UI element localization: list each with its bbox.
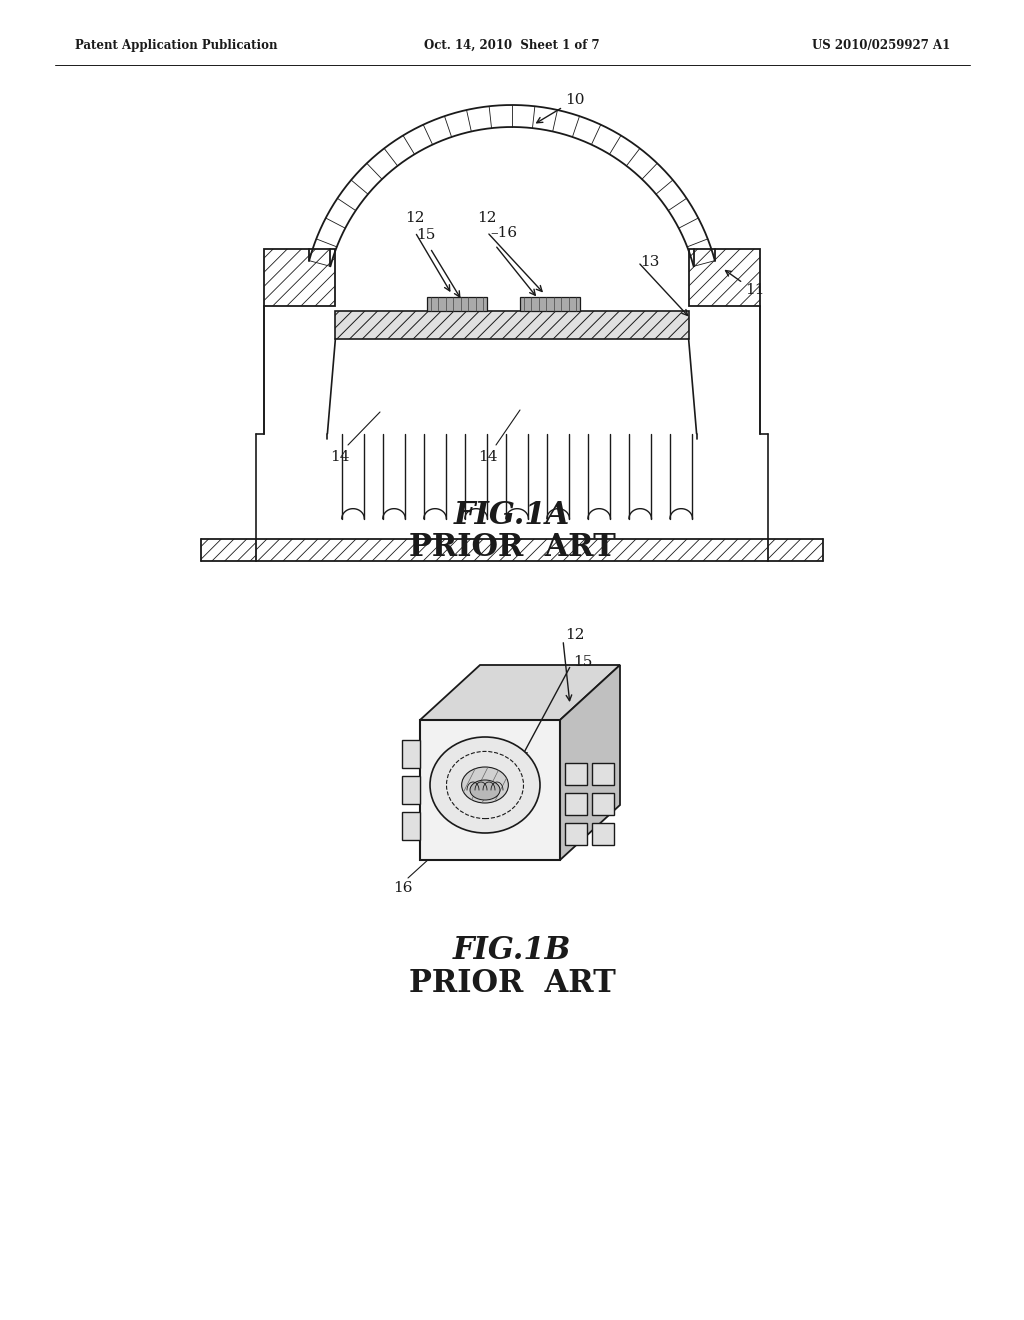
Text: Patent Application Publication: Patent Application Publication — [75, 38, 278, 51]
Text: 10: 10 — [565, 92, 585, 107]
Polygon shape — [402, 741, 420, 768]
Polygon shape — [420, 719, 560, 861]
Text: 11: 11 — [745, 282, 765, 297]
Ellipse shape — [430, 737, 540, 833]
Text: 14: 14 — [478, 450, 498, 465]
Text: US 2010/0259927 A1: US 2010/0259927 A1 — [812, 38, 950, 51]
Polygon shape — [420, 665, 620, 719]
Polygon shape — [592, 763, 614, 785]
Text: FIG.1A: FIG.1A — [454, 500, 570, 531]
Polygon shape — [520, 297, 580, 310]
Text: 12: 12 — [477, 211, 497, 224]
Text: 14: 14 — [331, 450, 350, 465]
Polygon shape — [427, 297, 487, 310]
Text: 16: 16 — [393, 880, 413, 895]
Polygon shape — [592, 793, 614, 814]
Ellipse shape — [470, 780, 500, 800]
Text: PRIOR  ART: PRIOR ART — [409, 968, 615, 999]
Polygon shape — [565, 822, 587, 845]
Polygon shape — [402, 776, 420, 804]
Text: 13: 13 — [640, 255, 659, 269]
Text: Oct. 14, 2010  Sheet 1 of 7: Oct. 14, 2010 Sheet 1 of 7 — [424, 38, 600, 51]
Text: 15: 15 — [573, 655, 592, 669]
Text: 12: 12 — [565, 628, 585, 642]
Text: –16: –16 — [490, 226, 517, 240]
Text: 12: 12 — [406, 211, 425, 224]
Polygon shape — [565, 763, 587, 785]
Polygon shape — [336, 310, 688, 339]
Polygon shape — [560, 665, 620, 861]
Polygon shape — [402, 812, 420, 840]
Text: PRIOR  ART: PRIOR ART — [409, 532, 615, 564]
Ellipse shape — [462, 767, 508, 803]
Text: FIG.1B: FIG.1B — [453, 935, 571, 966]
Polygon shape — [565, 793, 587, 814]
Polygon shape — [592, 822, 614, 845]
Text: 15: 15 — [417, 228, 435, 242]
